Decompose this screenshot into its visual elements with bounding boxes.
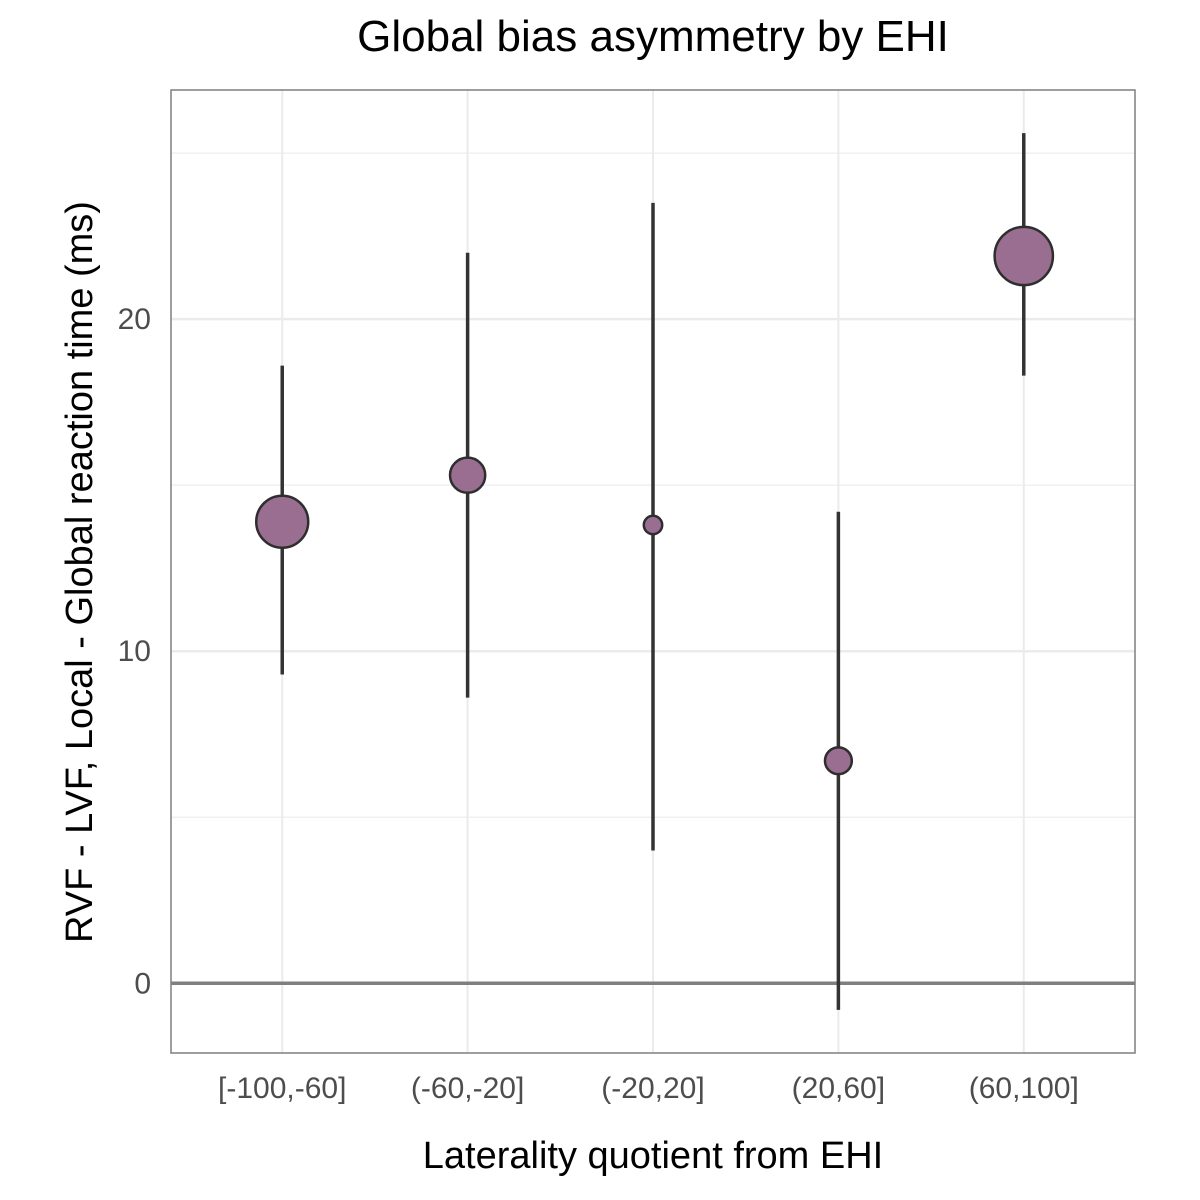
x-tick-labels: [-100,-60] (-60,-20] (-20,20] (20,60] (60,10… (218, 1072, 1079, 1105)
data-point (825, 747, 852, 774)
y-tick-labels: 0 10 20 (118, 303, 151, 1000)
data-point (256, 496, 308, 548)
data-point (450, 458, 485, 493)
y-tick-label: 20 (118, 303, 151, 336)
data-point (644, 516, 662, 534)
x-tick-label: (20,60] (792, 1072, 885, 1105)
x-tick-label: (-20,20] (601, 1072, 704, 1105)
y-tick-label: 0 (134, 967, 151, 1000)
x-tick-label: (-60,-20] (411, 1072, 524, 1105)
y-tick-label: 10 (118, 635, 151, 668)
x-axis-title: Laterality quotient from EHI (423, 1135, 883, 1177)
x-tick-label: (60,100] (969, 1072, 1079, 1105)
x-tick-label: [-100,-60] (218, 1072, 346, 1105)
data-point (995, 227, 1053, 285)
y-axis-title: RVF - LVF, Local - Global reaction time … (59, 201, 101, 943)
